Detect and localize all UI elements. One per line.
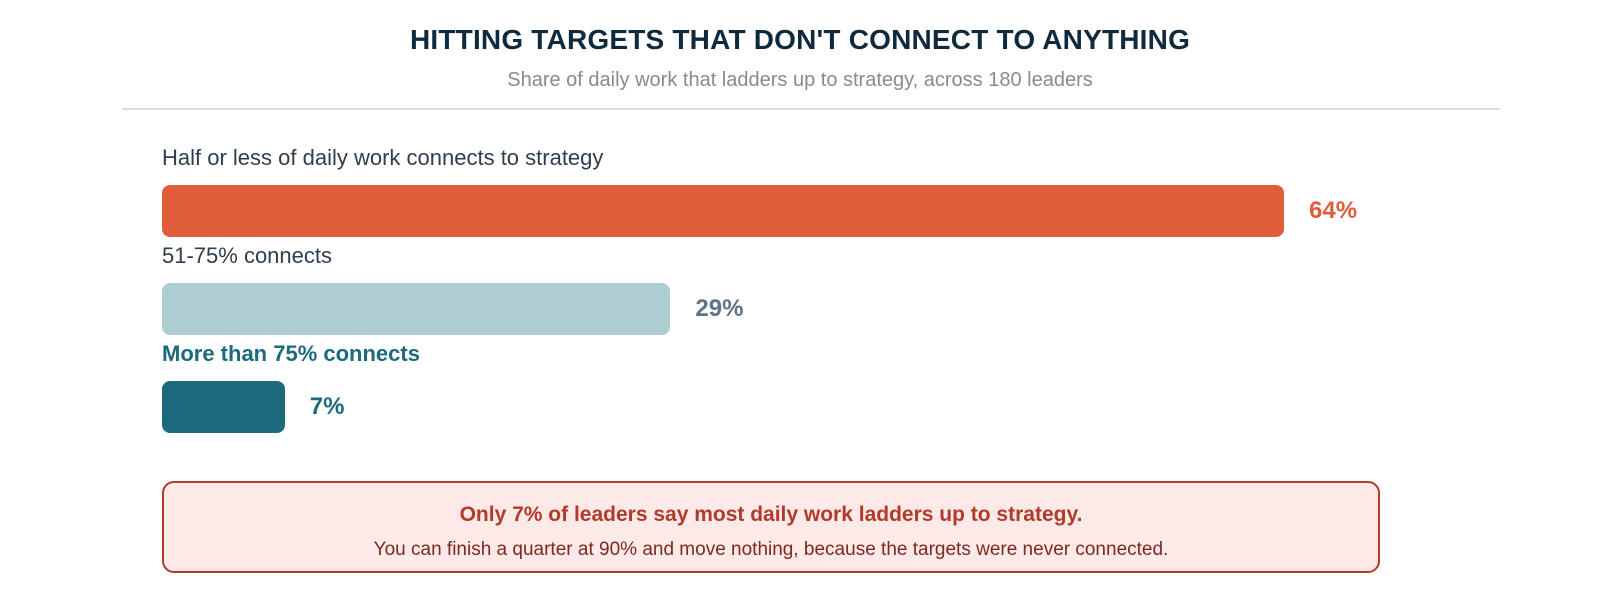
category-label: 51-75% connects: [162, 243, 332, 268]
category-label: More than 75% connects: [162, 341, 420, 366]
bar: [162, 283, 671, 335]
data-label: 64%: [1309, 197, 1358, 224]
header-divider: [122, 108, 1500, 110]
data-label: 7%: [309, 393, 345, 420]
category-label: Half or less of daily work connects to s…: [162, 145, 604, 170]
annotation-headline: Only 7% of leaders say most daily work l…: [459, 503, 1083, 526]
data-label: 29%: [695, 295, 744, 322]
chart-subtitle: Share of daily work that ladders up to s…: [507, 69, 1093, 91]
bar: [162, 381, 285, 433]
annotation-body: You can finish a quarter at 90% and move…: [373, 539, 1169, 560]
chart-title: HITTING TARGETS THAT DON'T CONNECT TO AN…: [409, 24, 1191, 55]
bar: [162, 185, 1284, 237]
annotation-callout: Only 7% of leaders say most daily work l…: [162, 481, 1380, 573]
